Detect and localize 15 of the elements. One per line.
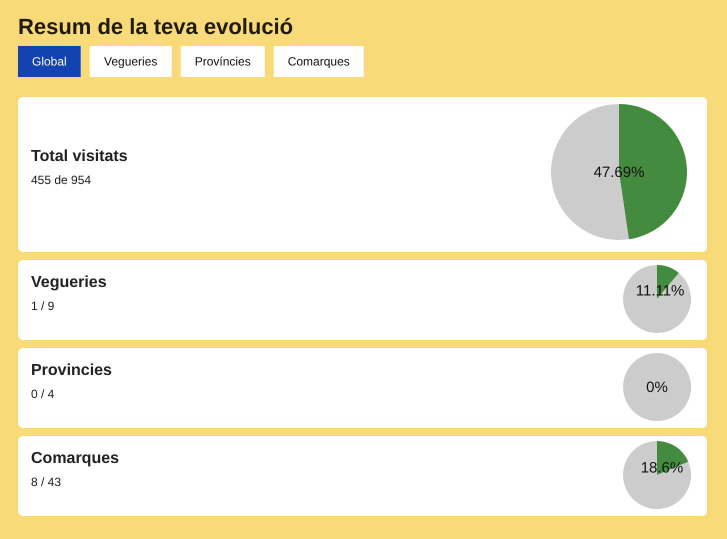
text: Vegueries <box>104 54 158 68</box>
text: Províncies <box>194 54 251 68</box>
text: 0% <box>646 379 668 396</box>
pie-slice <box>623 441 691 509</box>
text: 455 de 954 <box>31 173 92 187</box>
text: Vegueries <box>31 274 107 291</box>
text: 1 / 9 <box>31 299 55 313</box>
text: Comarques <box>31 450 120 467</box>
text: Total visitats <box>31 148 128 165</box>
text: Comarques <box>288 54 350 68</box>
text: Global <box>32 54 67 68</box>
text: 8 / 43 <box>31 475 62 489</box>
text: Provincies <box>31 362 112 379</box>
text: Resum de la teva evolució <box>18 14 294 39</box>
text: 0 / 4 <box>31 387 55 401</box>
